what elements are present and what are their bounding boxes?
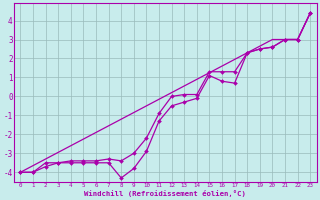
X-axis label: Windchill (Refroidissement éolien,°C): Windchill (Refroidissement éolien,°C) — [84, 190, 246, 197]
